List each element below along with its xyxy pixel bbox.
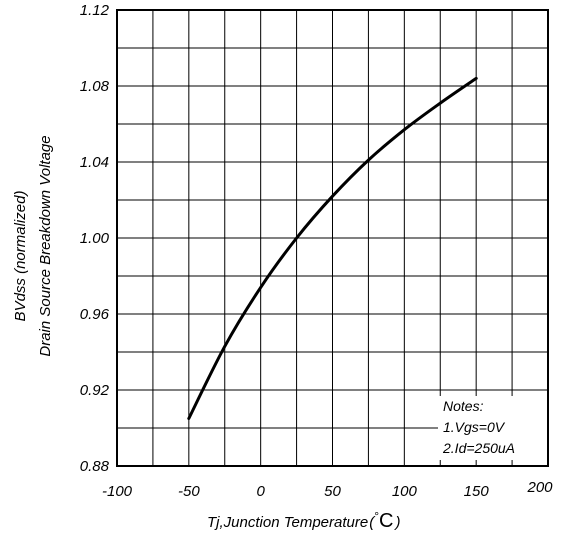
y-tick-label: 1.08 xyxy=(80,78,110,95)
x-tick-label: -50 xyxy=(178,483,200,500)
x-tick-label: 100 xyxy=(392,483,418,500)
x-axis-title-text: Tj,Junction Temperature xyxy=(207,514,368,531)
y-tick-label: 0.92 xyxy=(80,382,110,399)
x-tick-label: 200 xyxy=(526,479,553,496)
y-axis-title-line1: BVdss (normalized) xyxy=(12,191,29,322)
x-tick-label: -100 xyxy=(102,483,133,500)
note-vgs: 1.Vgs=0V xyxy=(443,419,506,435)
y-tick-label: 0.88 xyxy=(80,458,110,475)
y-axis-title-line2: Drain Source Breakdown Voltage xyxy=(37,135,54,356)
y-tick-labels: 0.88 0.92 0.96 1.00 1.04 1.08 1.12 xyxy=(80,2,110,475)
x-axis-title: Tj,Junction Temperature(°C) xyxy=(207,509,400,532)
note-id: 2.Id=250uA xyxy=(442,440,515,456)
notes-box: Notes: 1.Vgs=0V 2.Id=250uA xyxy=(438,396,547,460)
y-tick-label: 0.96 xyxy=(80,306,110,323)
x-tick-label: 150 xyxy=(464,483,490,500)
x-axis-unit-letter: C xyxy=(379,510,393,532)
y-tick-label: 1.12 xyxy=(80,2,110,19)
y-tick-label: 1.04 xyxy=(80,154,109,171)
y-tick-label: 1.00 xyxy=(80,230,110,247)
x-tick-labels: -100 -50 0 50 100 150 200 xyxy=(102,479,553,500)
x-tick-label: 50 xyxy=(324,483,341,500)
x-tick-label: 0 xyxy=(256,483,265,500)
notes-title: Notes: xyxy=(443,398,484,414)
